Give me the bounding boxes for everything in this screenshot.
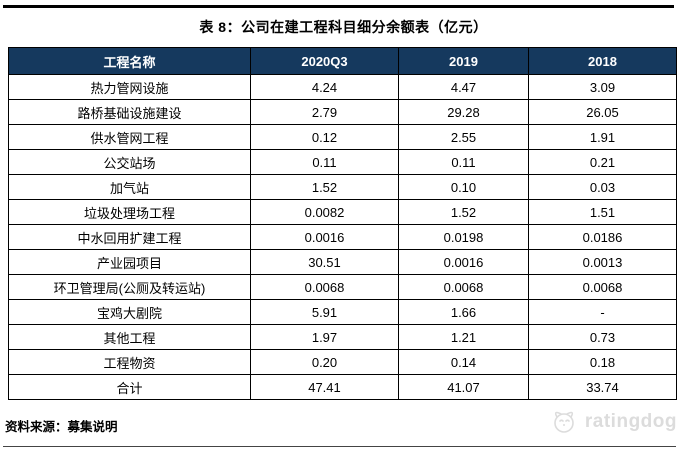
cell-total-value: 47.41 (250, 374, 399, 400)
cell-value: 0.18 (528, 349, 677, 375)
cell-project-name: 路桥基础设施建设 (8, 99, 251, 125)
table-row-total: 合计 47.41 41.07 33.74 (8, 374, 677, 400)
cell-value: 5.91 (250, 299, 399, 325)
cell-value: 1.52 (398, 199, 529, 225)
cell-total-value: 41.07 (398, 374, 529, 400)
column-header-2019: 2019 (398, 47, 529, 75)
watermark-text: ratingdog (584, 410, 677, 432)
cell-value: 0.20 (250, 349, 399, 375)
data-source-note: 资料来源：募集说明 (5, 420, 118, 434)
table-row: 其他工程 1.97 1.21 0.73 (8, 324, 677, 350)
cell-value: 0.0016 (398, 249, 529, 275)
column-header-2020q3: 2020Q3 (250, 47, 399, 75)
cell-project-name: 公交站场 (8, 149, 251, 175)
cell-value: 1.97 (250, 324, 399, 350)
cell-value: 0.11 (250, 149, 399, 175)
table-row: 垃圾处理场工程 0.0082 1.52 1.51 (8, 199, 677, 225)
cell-value: 2.55 (398, 124, 529, 150)
cell-value: 29.28 (398, 99, 529, 125)
cell-value: 0.14 (398, 349, 529, 375)
cell-total-value: 33.74 (528, 374, 677, 400)
cell-value: 3.09 (528, 74, 677, 100)
table-row: 供水管网工程 0.12 2.55 1.91 (8, 124, 677, 150)
table-row: 环卫管理局(公厕及转运站) 0.0068 0.0068 0.0068 (8, 274, 677, 300)
construction-in-progress-table: 工程名称 2020Q3 2019 2018 热力管网设施 4.24 4.47 3… (8, 47, 677, 400)
cell-value: 0.10 (398, 174, 529, 200)
cell-project-name: 供水管网工程 (8, 124, 251, 150)
table-row: 宝鸡大剧院 5.91 1.66 - (8, 299, 677, 325)
cell-project-name: 宝鸡大剧院 (8, 299, 251, 325)
top-divider (3, 5, 674, 8)
cell-value: 0.0068 (528, 274, 677, 300)
cell-value: 0.21 (528, 149, 677, 175)
table-row: 工程物资 0.20 0.14 0.18 (8, 349, 677, 375)
cell-value: 1.66 (398, 299, 529, 325)
cell-value: 1.21 (398, 324, 529, 350)
cell-value: 0.11 (398, 149, 529, 175)
table-row: 产业园项目 30.51 0.0016 0.0013 (8, 249, 677, 275)
cell-project-name: 加气站 (8, 174, 251, 200)
dog-icon (548, 408, 580, 435)
cell-project-name: 热力管网设施 (8, 74, 251, 100)
cell-value: 0.03 (528, 174, 677, 200)
table-row: 路桥基础设施建设 2.79 29.28 26.05 (8, 99, 677, 125)
column-header-2018: 2018 (528, 47, 677, 75)
cell-value: 0.0198 (398, 224, 529, 250)
cell-value: 0.0186 (528, 224, 677, 250)
cell-value: - (528, 299, 677, 325)
cell-value: 0.0016 (250, 224, 399, 250)
table-title: 表 8：公司在建工程科目细分余额表（亿元） (199, 19, 488, 35)
cell-project-name: 中水回用扩建工程 (8, 224, 251, 250)
cell-project-name: 其他工程 (8, 324, 251, 350)
cell-value: 0.0082 (250, 199, 399, 225)
cell-total-label: 合计 (8, 374, 251, 400)
table-row: 中水回用扩建工程 0.0016 0.0198 0.0186 (8, 224, 677, 250)
bottom-divider (3, 446, 676, 447)
cell-value: 30.51 (250, 249, 399, 275)
cell-value: 26.05 (528, 99, 677, 125)
cell-project-name: 工程物资 (8, 349, 251, 375)
cell-value: 4.24 (250, 74, 399, 100)
table-row: 公交站场 0.11 0.11 0.21 (8, 149, 677, 175)
cell-value: 0.12 (250, 124, 399, 150)
cell-project-name: 产业园项目 (8, 249, 251, 275)
header-row: 工程名称 2020Q3 2019 2018 (8, 47, 677, 75)
cell-value: 0.0013 (528, 249, 677, 275)
cell-value: 1.52 (250, 174, 399, 200)
cell-project-name: 环卫管理局(公厕及转运站) (8, 274, 251, 300)
cell-value: 0.0068 (250, 274, 399, 300)
cell-value: 1.91 (528, 124, 677, 150)
table-row: 热力管网设施 4.24 4.47 3.09 (8, 74, 677, 100)
cell-project-name: 垃圾处理场工程 (8, 199, 251, 225)
cell-value: 4.47 (398, 74, 529, 100)
cell-value: 0.0068 (398, 274, 529, 300)
cell-value: 1.51 (528, 199, 677, 225)
ratingdog-watermark: ratingdog (548, 408, 677, 435)
cell-value: 0.73 (528, 324, 677, 350)
column-header-project-name: 工程名称 (8, 47, 251, 75)
table-row: 加气站 1.52 0.10 0.03 (8, 174, 677, 200)
cell-value: 2.79 (250, 99, 399, 125)
